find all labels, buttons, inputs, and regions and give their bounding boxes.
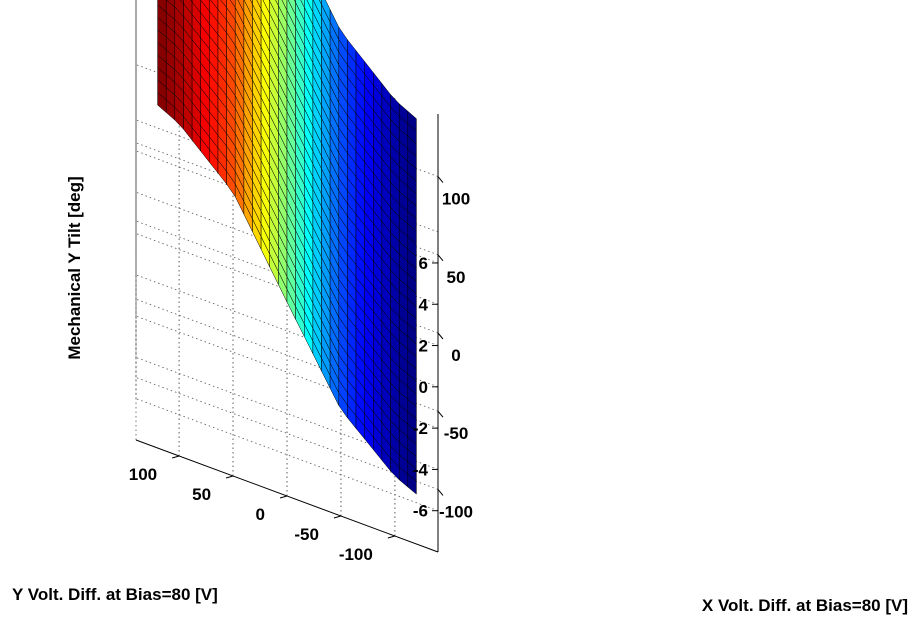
y-tick-mark xyxy=(387,535,395,539)
x-tick-mark xyxy=(437,176,444,183)
y-tick-mark xyxy=(225,475,234,479)
y-tick-label: -50 xyxy=(294,525,319,544)
surface-mesh xyxy=(157,0,417,495)
x-tick-label: -50 xyxy=(444,424,469,443)
x-tick-label: 100 xyxy=(442,190,470,209)
axes xyxy=(135,114,444,553)
x-axis-title: X Volt. Diff. at Bias=80 [V] xyxy=(702,596,908,615)
y-tick-label: -100 xyxy=(339,545,373,564)
z-tick-label: 2 xyxy=(419,337,428,356)
y-tick-label: 100 xyxy=(129,465,157,484)
y-tick-label: 50 xyxy=(192,485,211,504)
z-tick-label: -2 xyxy=(413,419,428,438)
y-tick-mark xyxy=(333,515,342,519)
z-tick-label: 0 xyxy=(419,378,428,397)
y-tick-label: 0 xyxy=(256,505,265,524)
x-tick-mark xyxy=(437,254,444,262)
z-tick-label: 6 xyxy=(419,254,428,273)
z-tick-label: -6 xyxy=(413,502,428,521)
x-tick-mark xyxy=(437,489,444,496)
y-axis-title: Y Volt. Diff. at Bias=80 [V] xyxy=(12,585,218,604)
x-tick-label: 0 xyxy=(451,346,460,365)
tick-labels: -100 -50 0 50 100 -100 -50 0 50 100 -6 -4 -2 0 2 4 6 xyxy=(129,190,473,564)
y-tick-mark xyxy=(279,495,288,499)
z-tick-label: 4 xyxy=(419,295,429,314)
surface-patch xyxy=(407,473,417,495)
z-axis-title: Mechanical Y Tilt [deg] xyxy=(65,176,84,359)
x-tick-label: 50 xyxy=(447,268,466,287)
x-tick-label: -100 xyxy=(439,502,473,521)
y-tick-mark xyxy=(172,455,180,459)
x-tick-mark xyxy=(437,410,444,418)
x-tick-mark xyxy=(437,332,444,340)
z-tick-label: -4 xyxy=(413,460,429,479)
